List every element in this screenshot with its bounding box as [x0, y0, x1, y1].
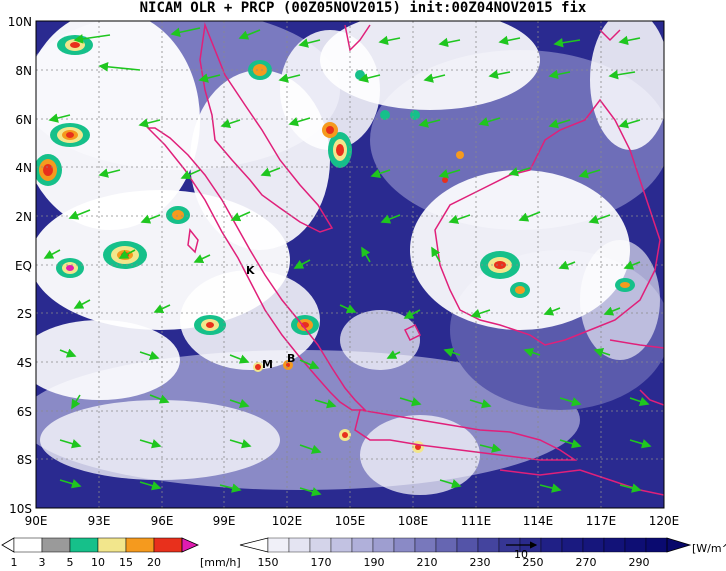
- map-title: NICAM OLR + PRCP (00Z05NOV2015) init:00Z…: [139, 0, 587, 16]
- olr-swatch-under: [239, 537, 269, 553]
- precip-swatch-under: [1, 537, 15, 553]
- olr-tick: 210: [417, 556, 438, 569]
- olr-swatch: [603, 537, 626, 553]
- olr-swatch: [624, 537, 647, 553]
- precip-tick: 15: [119, 556, 133, 569]
- precip-tick: 10: [91, 556, 105, 569]
- precip-unit: [mm/h]: [200, 556, 241, 569]
- lon-label: 99E: [213, 514, 236, 528]
- olr-swatch: [267, 537, 290, 553]
- olr-tick: 190: [364, 556, 385, 569]
- precip-swatch: [97, 537, 127, 553]
- place-label-b: B: [287, 352, 295, 365]
- olr-swatch: [288, 537, 311, 553]
- lat-label: 4N: [15, 161, 32, 175]
- lat-label: 10S: [9, 502, 32, 516]
- lon-label: 96E: [151, 514, 174, 528]
- lat-label: 4S: [17, 356, 32, 370]
- lat-label: 8N: [15, 64, 32, 78]
- lat-label: 8S: [17, 453, 32, 467]
- map-panel: K M B: [36, 21, 664, 508]
- precip-swatch: [41, 537, 71, 553]
- place-labels: K M B: [246, 264, 295, 371]
- olr-swatch: [456, 537, 479, 553]
- lon-label: 105E: [335, 514, 366, 528]
- lon-label: 114E: [523, 514, 554, 528]
- olr-swatch: [414, 537, 437, 553]
- lat-label: 2N: [15, 210, 32, 224]
- precip-colorbar: 1 3 5 10 15 20 [mm/h]: [1, 537, 241, 569]
- olr-tick: 150: [258, 556, 279, 569]
- precip-swatch: [69, 537, 99, 553]
- olr-swatch: [477, 537, 500, 553]
- olr-tick: 170: [311, 556, 332, 569]
- precip-tick: 20: [147, 556, 161, 569]
- wind-reference-label: 10: [514, 548, 528, 561]
- olr-colorbar: 150 170 190 210 230 250 270 290 [W/m^2] …: [239, 537, 726, 569]
- olr-unit: [W/m^2]: [692, 542, 726, 555]
- olr-swatch: [309, 537, 332, 553]
- lon-label: 108E: [398, 514, 429, 528]
- olr-swatch: [393, 537, 416, 553]
- coastlines: [146, 22, 664, 496]
- map-frame: [35, 20, 665, 509]
- lat-label: 6N: [15, 113, 32, 127]
- precip-swatch-over: [181, 537, 199, 553]
- lon-label: 117E: [586, 514, 617, 528]
- olr-swatch: [372, 537, 395, 553]
- olr-swatch: [645, 537, 668, 553]
- precip-swatch: [153, 537, 183, 553]
- lat-label: EQ: [15, 259, 32, 273]
- olr-swatch: [540, 537, 563, 553]
- lon-label: 120E: [649, 514, 680, 528]
- olr-tick: 230: [470, 556, 491, 569]
- olr-tick: 270: [576, 556, 597, 569]
- precip-tick: 3: [39, 556, 46, 569]
- wind-vectors: [43, 27, 652, 497]
- lon-label: 90E: [25, 514, 48, 528]
- olr-swatch: [330, 537, 353, 553]
- place-label-m: M: [262, 358, 273, 371]
- graticule: [36, 21, 664, 508]
- precip-swatch: [125, 537, 155, 553]
- lon-label: 93E: [88, 514, 111, 528]
- lon-label: 111E: [461, 514, 492, 528]
- olr-swatch: [582, 537, 605, 553]
- olr-tick: 290: [629, 556, 650, 569]
- olr-swatch: [351, 537, 374, 553]
- olr-swatch: [435, 537, 458, 553]
- lon-axis: 90E 93E 96E 99E 102E 105E 108E 111E 114E…: [25, 514, 680, 528]
- lat-label: 10N: [8, 15, 32, 29]
- lon-label: 102E: [272, 514, 303, 528]
- lat-axis: 10N 8N 6N 4N 2N EQ 2S 4S 6S 8S 10S: [8, 15, 32, 516]
- olr-swatch: [561, 537, 584, 553]
- olr-tick: 250: [523, 556, 544, 569]
- lat-label: 2S: [17, 307, 32, 321]
- olr-swatch-over: [666, 537, 692, 553]
- precip-tick: 5: [67, 556, 74, 569]
- place-label-k: K: [246, 264, 255, 277]
- precip-swatch: [13, 537, 43, 553]
- precip-tick: 1: [11, 556, 18, 569]
- lat-label: 6S: [17, 405, 32, 419]
